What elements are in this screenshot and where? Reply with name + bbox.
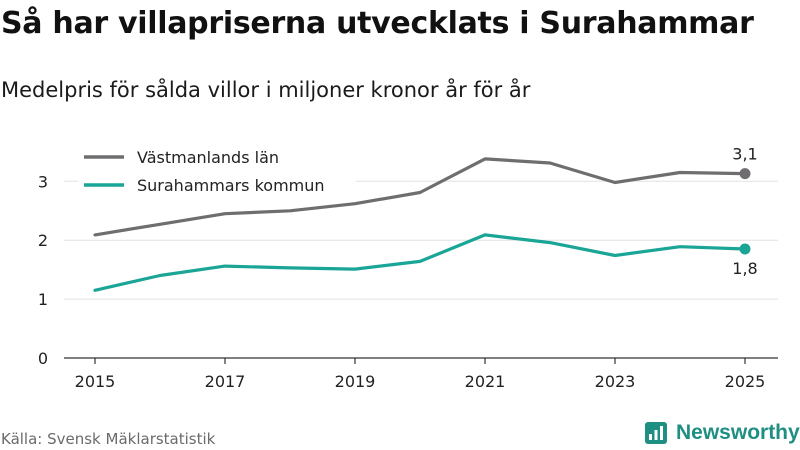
y-tick-label: 1 xyxy=(38,290,48,309)
x-tick-label: 2015 xyxy=(75,372,116,391)
legend-label: Surahammars kommun xyxy=(137,176,325,195)
x-tick-label: 2023 xyxy=(595,372,636,391)
end-point-1 xyxy=(739,168,751,180)
end-label-1: 3,1 xyxy=(732,145,757,164)
newsworthy-logo-icon xyxy=(645,422,667,444)
brand: Newsworthy xyxy=(645,420,800,446)
series-line-1 xyxy=(93,157,747,237)
brand-name: Newsworthy xyxy=(676,421,800,444)
y-tick-label: 0 xyxy=(38,349,48,368)
end-label-2: 1,8 xyxy=(732,259,757,278)
chart-subtitle: Medelpris för sålda villor i miljoner kr… xyxy=(1,78,531,102)
y-tick-label: 3 xyxy=(38,172,48,191)
x-tick-label: 2025 xyxy=(725,372,766,391)
legend-background xyxy=(78,143,356,200)
series-line-2 xyxy=(93,233,747,292)
x-tick-label: 2017 xyxy=(205,372,246,391)
source-note: Källa: Svensk Mäklarstatistik xyxy=(1,430,216,448)
y-tick-label: 2 xyxy=(38,231,48,250)
chart-title: Så har villapriserna utvecklats i Suraha… xyxy=(1,6,754,41)
x-tick-label: 2021 xyxy=(465,372,506,391)
end-point-2 xyxy=(739,243,751,255)
x-tick-label: 2019 xyxy=(335,372,376,391)
legend-label: Västmanlands län xyxy=(137,148,279,167)
